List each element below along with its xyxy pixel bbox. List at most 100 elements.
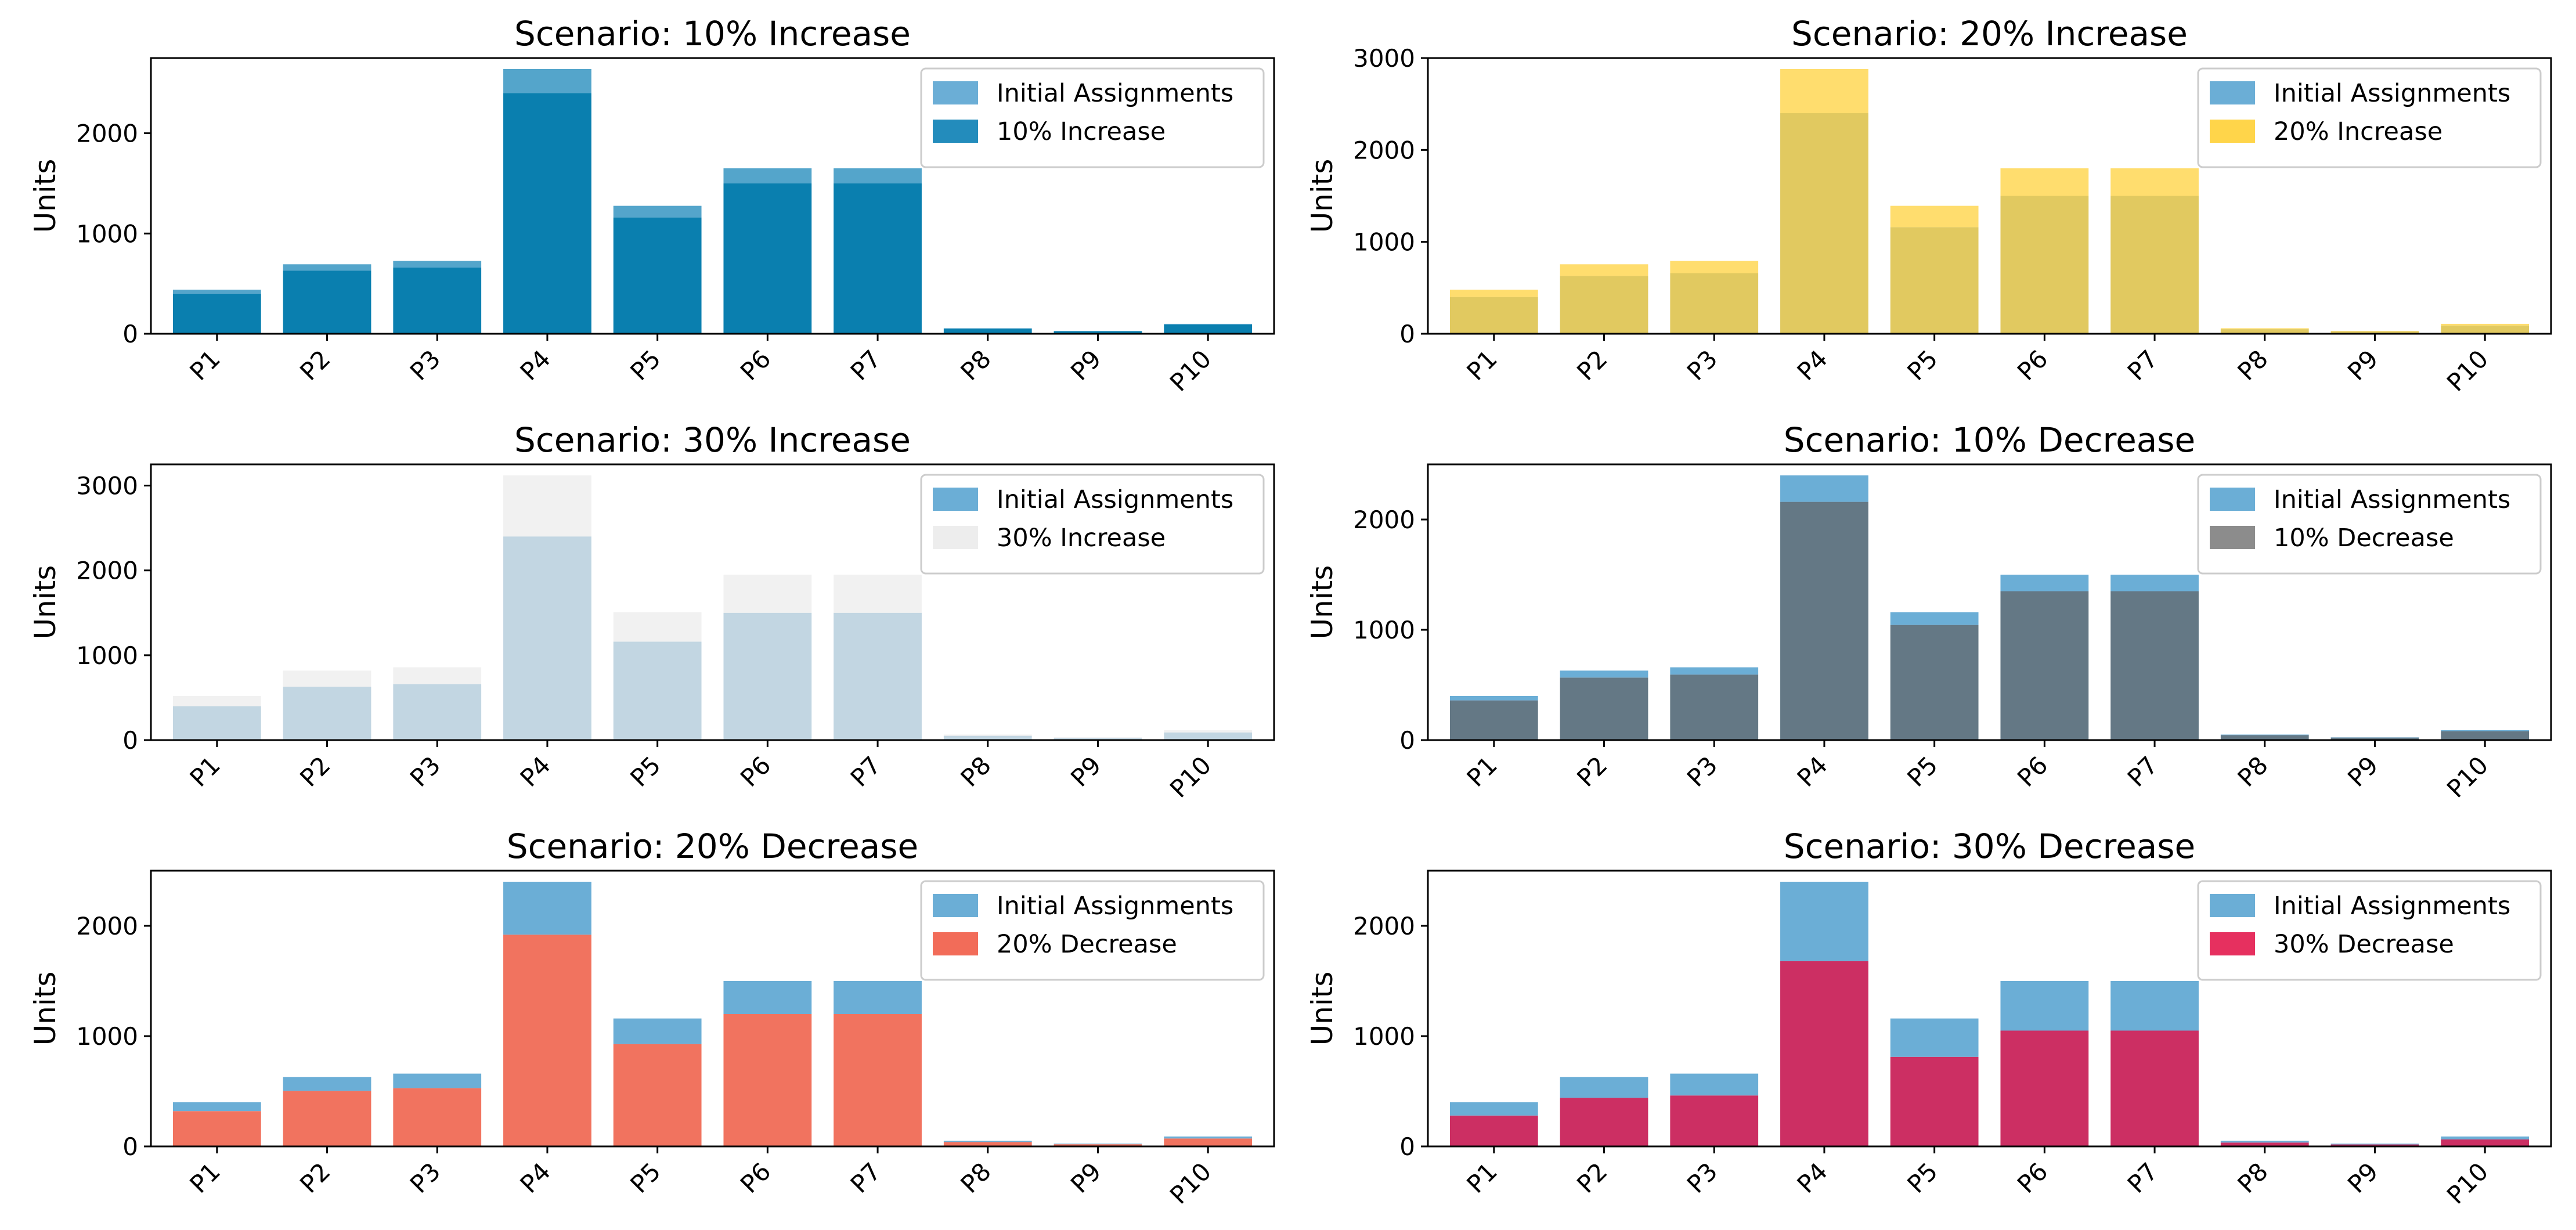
x-tick-label: P8 bbox=[955, 751, 996, 792]
bar-initial-assignments-p5 bbox=[1890, 1019, 1979, 1057]
x-tick-label: P4 bbox=[515, 1157, 556, 1198]
chart-title: Scenario: 20% Increase bbox=[1791, 14, 2188, 53]
bar-30pct-increase-p3 bbox=[393, 668, 481, 684]
bar-overlap-p4 bbox=[503, 935, 591, 1146]
bar-overlap-p5 bbox=[1890, 227, 1979, 334]
legend-label-initial-assignments: Initial Assignments bbox=[997, 79, 1233, 108]
bar-20pct-increase-p8 bbox=[2221, 329, 2309, 330]
subplot-scenario-30pct-increase: Scenario: 30% IncreaseUnits0100020003000… bbox=[28, 420, 1274, 803]
bar-30pct-increase-p9 bbox=[1054, 737, 1142, 738]
x-tick-label: P1 bbox=[1461, 344, 1502, 385]
bar-initial-assignments-p10 bbox=[2441, 1137, 2529, 1139]
x-tick-label: P5 bbox=[1902, 1157, 1943, 1198]
x-tick-label: P1 bbox=[184, 344, 225, 385]
x-tick-label: P10 bbox=[1164, 751, 1217, 803]
bar-overlap-p6 bbox=[723, 1014, 811, 1146]
bar-initial-assignments-p3 bbox=[393, 1074, 481, 1088]
bar-overlap-p4 bbox=[1780, 113, 1868, 334]
bar-30pct-increase-p5 bbox=[614, 612, 702, 642]
bar-overlap-p4 bbox=[503, 536, 591, 740]
x-tick-label: P1 bbox=[184, 751, 225, 792]
legend-swatch-20pct-increase bbox=[2210, 120, 2255, 143]
bar-overlap-p10 bbox=[1164, 733, 1252, 740]
bar-initial-assignments-p10 bbox=[2441, 730, 2529, 731]
bar-overlap-p7 bbox=[834, 183, 922, 334]
legend-label-10pct-decrease: 10% Decrease bbox=[2274, 524, 2454, 553]
y-tick-label: 2000 bbox=[76, 120, 138, 148]
legend-swatch-10pct-increase bbox=[933, 120, 978, 143]
x-tick-label: P10 bbox=[2441, 1157, 2494, 1209]
legend-label-20pct-decrease: 20% Decrease bbox=[997, 930, 1177, 959]
bar-overlap-p1 bbox=[1450, 1116, 1538, 1146]
x-tick-label: P3 bbox=[1682, 1157, 1723, 1198]
bar-overlap-p3 bbox=[393, 684, 481, 740]
y-axis-label: Units bbox=[1305, 565, 1339, 640]
legend-swatch-10pct-decrease bbox=[2210, 526, 2255, 549]
x-tick-label: P4 bbox=[1792, 751, 1833, 792]
bar-overlap-p5 bbox=[614, 641, 702, 740]
bar-initial-assignments-p5 bbox=[1890, 612, 1979, 625]
y-axis-label: Units bbox=[28, 972, 62, 1046]
bar-overlap-p1 bbox=[173, 1111, 261, 1146]
x-tick-label: P6 bbox=[735, 751, 776, 792]
legend-swatch-30pct-increase bbox=[933, 526, 978, 549]
bar-overlap-p5 bbox=[1890, 1057, 1979, 1146]
bar-30pct-increase-p10 bbox=[1164, 730, 1252, 733]
bar-overlap-p4 bbox=[503, 93, 591, 334]
x-tick-label: P2 bbox=[1571, 344, 1612, 385]
bar-overlap-p10 bbox=[1164, 1138, 1252, 1146]
x-tick-label: P7 bbox=[845, 751, 886, 792]
x-tick-label: P9 bbox=[1065, 751, 1106, 792]
bar-overlap-p3 bbox=[1670, 1095, 1758, 1146]
legend-label-initial-assignments: Initial Assignments bbox=[2274, 485, 2510, 514]
bar-overlap-p10 bbox=[2441, 326, 2529, 334]
x-tick-label: P6 bbox=[2012, 344, 2053, 385]
bar-overlap-p1 bbox=[1450, 701, 1538, 740]
y-tick-label: 1000 bbox=[1353, 228, 1415, 257]
x-tick-label: P8 bbox=[955, 344, 996, 385]
bar-20pct-increase-p4 bbox=[1780, 69, 1868, 113]
legend-label-10pct-increase: 10% Increase bbox=[997, 117, 1166, 146]
x-tick-label: P9 bbox=[2342, 751, 2383, 792]
bar-overlap-p6 bbox=[723, 613, 811, 740]
bar-10pct-increase-p6 bbox=[723, 168, 811, 183]
bar-initial-assignments-p8 bbox=[944, 1141, 1032, 1142]
legend-swatch-initial-assignments bbox=[933, 894, 978, 917]
bar-10pct-increase-p5 bbox=[614, 206, 702, 218]
y-tick-label: 0 bbox=[1399, 726, 1415, 755]
x-tick-label: P3 bbox=[405, 751, 446, 792]
y-tick-label: 2000 bbox=[76, 557, 138, 585]
x-tick-label: P4 bbox=[1792, 1157, 1833, 1198]
x-tick-label: P2 bbox=[294, 751, 335, 792]
bar-overlap-p10 bbox=[2441, 731, 2529, 740]
x-tick-label: P2 bbox=[294, 344, 335, 385]
bar-overlap-p2 bbox=[283, 687, 371, 740]
bar-30pct-increase-p1 bbox=[173, 696, 261, 706]
y-tick-label: 0 bbox=[1399, 320, 1415, 348]
bar-overlap-p5 bbox=[1890, 625, 1979, 740]
bar-initial-assignments-p2 bbox=[1560, 670, 1648, 677]
bar-initial-assignments-p4 bbox=[1780, 882, 1868, 961]
legend-swatch-initial-assignments bbox=[2210, 488, 2255, 511]
bar-overlap-p6 bbox=[723, 183, 811, 334]
bar-20pct-increase-p10 bbox=[2441, 324, 2529, 326]
x-tick-label: P1 bbox=[1461, 1157, 1502, 1198]
x-tick-label: P10 bbox=[1164, 1157, 1217, 1209]
bar-20pct-increase-p6 bbox=[2000, 168, 2088, 196]
bar-20pct-increase-p1 bbox=[1450, 290, 1538, 297]
legend-swatch-30pct-decrease bbox=[2210, 932, 2255, 955]
bar-30pct-increase-p8 bbox=[944, 735, 1032, 736]
x-tick-label: P3 bbox=[1682, 751, 1723, 792]
legend-label-initial-assignments: Initial Assignments bbox=[2274, 79, 2510, 108]
bar-overlap-p1 bbox=[173, 294, 261, 334]
x-tick-label: P4 bbox=[515, 344, 556, 385]
bar-overlap-p5 bbox=[614, 218, 702, 334]
x-tick-label: P8 bbox=[955, 1157, 996, 1198]
bar-overlap-p6 bbox=[2000, 196, 2088, 334]
